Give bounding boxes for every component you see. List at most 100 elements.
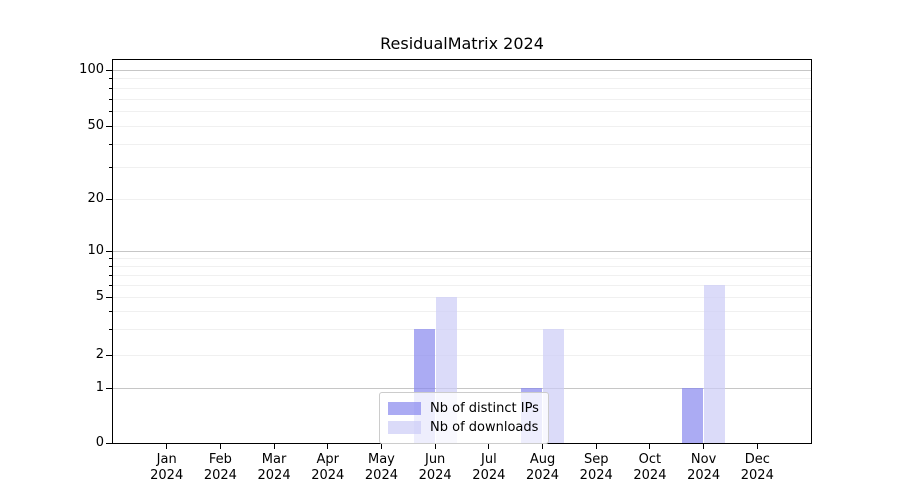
y-tick-mark [106,297,112,299]
x-tick-mark [219,444,221,449]
x-tick-mark [166,444,168,449]
x-tick-year: 2024 [633,468,667,483]
x-tick-label: Aug 2024 [511,452,575,484]
y-tick-label: 20 [87,191,104,206]
legend-swatch-downloads [388,421,421,434]
y-tick-label: 10 [87,242,104,258]
x-tick-mark [595,444,597,449]
y-tick-mark [106,199,112,200]
x-tick-label: Sep 2024 [564,452,628,484]
gridline-minor [113,87,811,89]
gridline-minor [113,311,811,313]
x-tick-label: Oct 2024 [618,452,682,484]
x-tick-mark [327,444,329,449]
x-tick-year: 2024 [257,468,291,483]
y-tick-label: 2 [95,347,104,362]
x-tick-year: 2024 [579,468,613,483]
x-tick-label: May 2024 [349,452,413,484]
y-minor-tick-mark [109,78,112,80]
x-tick-label: Jan 2024 [135,452,199,484]
x-tick-year: 2024 [418,468,452,483]
x-tick-label: Jun 2024 [403,452,467,484]
y-tick-label: 50 [87,117,104,133]
y-minor-tick-mark [109,265,112,267]
x-tick-label: Apr 2024 [296,452,360,484]
legend-label-downloads: Nb of downloads [430,420,539,435]
x-tick-year: 2024 [203,468,237,483]
gridline-minor [113,285,811,287]
gridline-minor [113,257,811,259]
y-minor-tick-mark [109,166,112,168]
y-minor-tick-mark [109,98,112,100]
gridline-minor [113,355,811,356]
gridline-minor [113,297,811,299]
x-tick-year: 2024 [525,468,560,483]
legend-entry-downloads: Nb of downloads [388,419,539,436]
x-tick-mark [756,444,758,449]
y-tick-mark [106,443,112,444]
y-tick-label: 100 [79,61,104,77]
gridline-minor [113,274,811,276]
y-minor-tick-mark [109,329,112,331]
x-tick-label: Mar 2024 [242,452,306,484]
x-tick-year: 2024 [311,468,345,483]
gridline-major [113,69,811,71]
y-tick-mark [106,69,112,71]
x-tick-mark [488,444,490,449]
x-tick-month: Mar [261,452,287,467]
gridline-minor [113,329,811,331]
x-tick-label: Jul 2024 [457,452,521,484]
x-tick-label: Nov 2024 [672,452,736,484]
x-tick-month: Apr [316,452,340,467]
x-tick-month: May [368,452,395,467]
gridline-minor [113,98,811,100]
y-minor-tick-mark [109,110,112,112]
x-tick-mark [649,444,651,449]
bar-distinct-ips [682,388,704,443]
x-tick-month: Jun [424,452,446,467]
x-tick-mark [434,444,436,449]
y-tick-label: 1 [95,380,104,396]
gridline-major [113,388,811,390]
x-tick-year: 2024 [364,468,398,483]
y-minor-tick-mark [109,143,112,145]
x-tick-year: 2024 [472,468,506,483]
y-tick-label: 5 [95,289,104,305]
legend-label-distinct-ips: Nb of distinct IPs [430,401,539,416]
x-tick-year: 2024 [687,468,721,483]
x-tick-label: Feb 2024 [188,452,252,484]
x-tick-month: Nov [690,452,717,467]
gridline-minor [113,265,811,267]
x-tick-month: Feb [208,452,232,467]
y-tick-label: 0 [95,435,104,450]
x-tick-month: Jan [156,452,177,467]
x-tick-month: Aug [529,452,556,467]
x-tick-year: 2024 [740,468,774,483]
gridline-minor [113,199,811,200]
legend-entry-distinct-ips: Nb of distinct IPs [388,400,539,417]
x-tick-month: Jul [481,452,497,467]
gridline-minor [113,125,811,127]
y-minor-tick-mark [109,285,112,287]
y-minor-tick-mark [109,257,112,259]
gridline-minor [113,143,811,145]
gridline-major [113,250,811,252]
x-tick-month: Dec [744,452,770,467]
legend-swatch-distinct-ips [388,402,421,415]
x-tick-month: Sep [583,452,609,467]
x-tick-year: 2024 [150,468,184,483]
plot-area: Nb of distinct IPs Nb of downloads [112,59,812,444]
x-tick-mark [542,444,544,449]
x-tick-mark [703,444,705,449]
gridline-minor [113,166,811,168]
y-minor-tick-mark [109,87,112,89]
x-tick-label: Dec 2024 [725,452,789,484]
chart-title: ResidualMatrix 2024 [380,34,544,53]
gridline-minor [113,78,811,80]
bar-downloads [704,285,726,443]
x-tick-mark [273,444,275,449]
x-tick-month: Oct [638,452,662,467]
y-minor-tick-mark [109,274,112,276]
y-tick-mark [106,125,112,127]
